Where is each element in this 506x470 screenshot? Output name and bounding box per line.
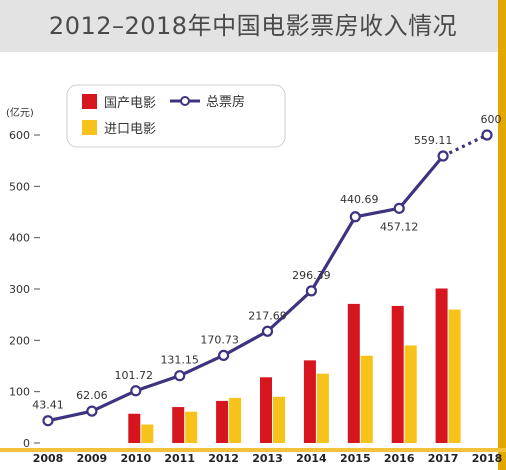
line-data-label: 217.69 xyxy=(248,309,287,322)
line-point xyxy=(393,202,405,214)
bar-domestic xyxy=(303,360,316,443)
y-tick-label: 100 xyxy=(9,386,30,399)
line-point xyxy=(130,385,142,397)
bar-imported xyxy=(141,424,154,443)
line-data-label: 62.06 xyxy=(76,389,108,402)
bar-domestic xyxy=(391,305,404,443)
y-tick-label: 0 xyxy=(23,437,30,450)
x-tick-label: 2013 xyxy=(252,452,283,465)
bar-imported xyxy=(273,396,285,443)
line-data-label: 43.41 xyxy=(32,399,64,412)
line-point xyxy=(349,211,361,223)
bar-imported xyxy=(360,355,373,443)
bar-imported xyxy=(185,411,198,443)
line-point xyxy=(86,405,98,417)
x-tick-label: 2017 xyxy=(428,452,459,465)
legend-swatch-imported xyxy=(82,120,97,135)
line-data-label: 296.39 xyxy=(292,269,331,282)
x-tick-label: 2010 xyxy=(120,452,151,465)
legend-swatch-domestic xyxy=(82,94,97,109)
line-data-label: 559.11 xyxy=(414,134,453,147)
legend-label-domestic: 国产电影 xyxy=(104,96,156,111)
total-box-office-line xyxy=(47,154,445,423)
line-data-label: 600 xyxy=(481,113,502,126)
bar-imported xyxy=(448,309,461,443)
line-point xyxy=(305,285,317,297)
legend-label-total: 总票房 xyxy=(206,94,245,110)
y-tick-label: 200 xyxy=(9,334,30,347)
x-tick-label: 2011 xyxy=(164,452,195,465)
bar-imported xyxy=(404,345,417,443)
x-tick-label: 2018 xyxy=(472,452,503,465)
bar-imported xyxy=(316,373,329,443)
legend-marker-total xyxy=(180,96,190,106)
title-band xyxy=(0,0,506,52)
x-tick-label: 2015 xyxy=(340,452,371,465)
bar-domestic xyxy=(347,303,360,443)
line-point xyxy=(261,325,274,337)
bar-domestic xyxy=(260,377,272,443)
bar-imported xyxy=(229,397,242,443)
x-tick-label: 2012 xyxy=(208,452,239,465)
legend-box xyxy=(66,84,286,148)
line-point xyxy=(437,150,449,162)
bar-domestic xyxy=(435,288,448,443)
y-tick-label: 300 xyxy=(9,283,30,296)
y-tick-label: 500 xyxy=(9,180,30,193)
y-tick-label: 400 xyxy=(9,232,30,245)
line-point xyxy=(42,415,54,427)
y-tick-label: 600 xyxy=(9,129,30,142)
bar-domestic xyxy=(172,407,185,443)
line-data-label: 101.72 xyxy=(115,369,154,382)
y-axis-unit-label: (亿元) xyxy=(6,106,34,119)
chart-title: 2012–2018年中国电影票房收入情况 xyxy=(48,12,458,40)
x-tick-label: 2016 xyxy=(384,452,415,465)
bar-domestic xyxy=(216,400,229,443)
line-data-label: 170.73 xyxy=(200,333,239,346)
line-data-label: 440.69 xyxy=(340,193,379,206)
base-stripe xyxy=(0,448,506,452)
legend-label-imported: 进口电影 xyxy=(104,122,156,137)
x-tick-label: 2009 xyxy=(77,452,108,465)
x-tick-label: 2014 xyxy=(296,452,327,465)
total-box-office-projection-line xyxy=(442,133,488,158)
line-point xyxy=(174,370,186,382)
bar-domestic xyxy=(128,413,141,443)
line-point xyxy=(218,349,230,361)
right-edge-stripe xyxy=(498,0,506,470)
line-data-label: 131.15 xyxy=(160,354,199,367)
line-point xyxy=(481,129,493,141)
line-data-label: 457.12 xyxy=(380,220,419,233)
x-tick-label: 2008 xyxy=(33,452,64,465)
